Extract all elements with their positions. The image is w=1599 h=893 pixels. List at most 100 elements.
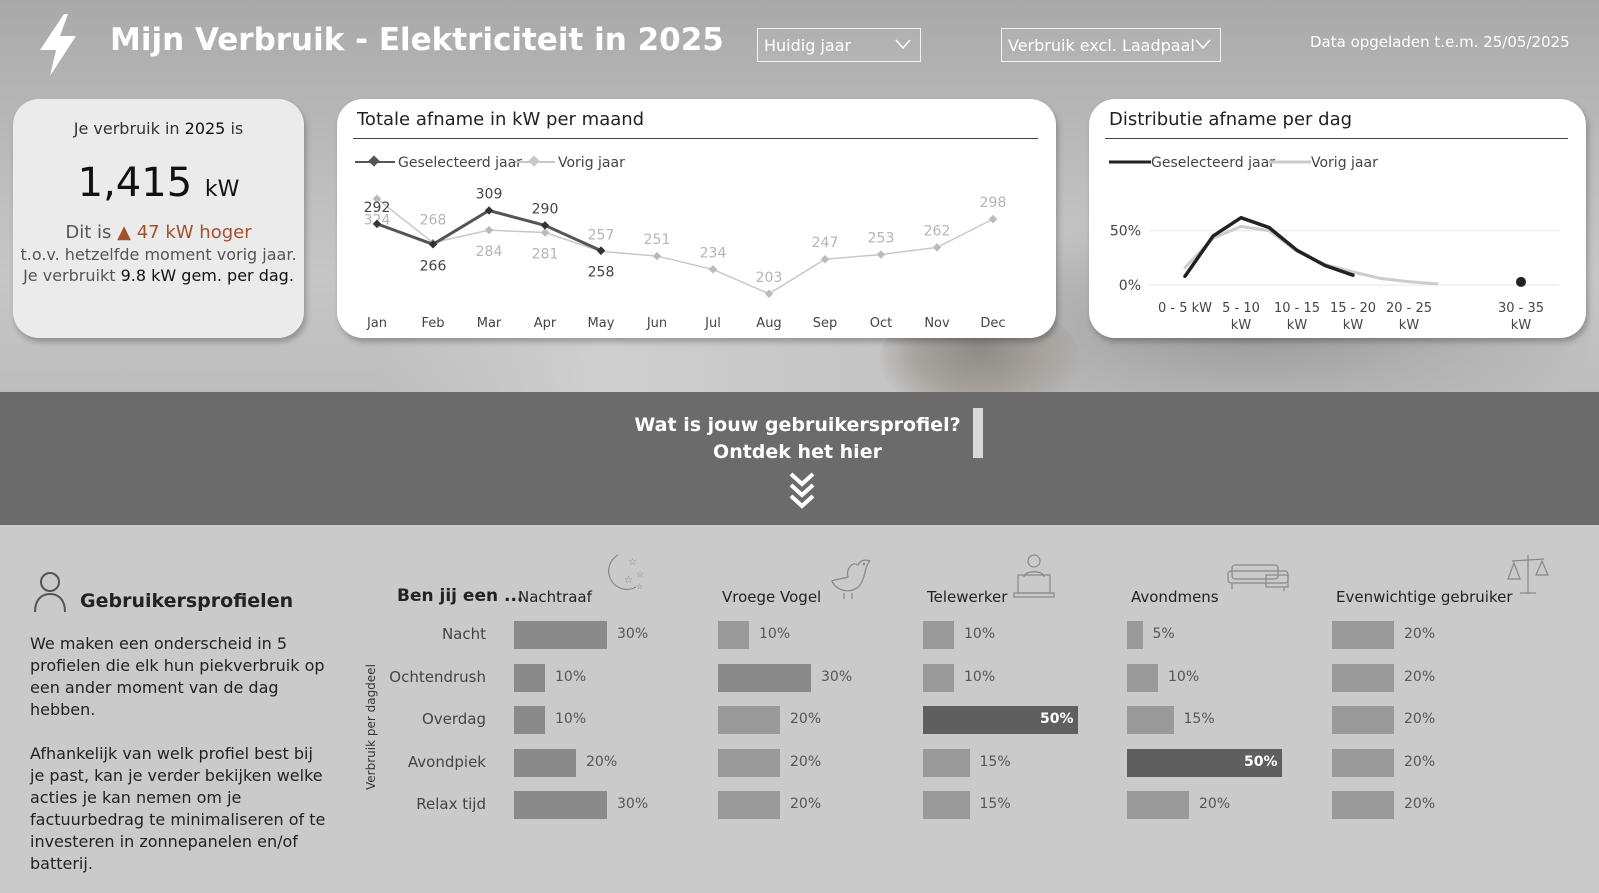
profile-bar[interactable]	[514, 749, 576, 777]
profile-bar[interactable]	[1332, 706, 1394, 734]
lightning-icon	[40, 14, 76, 76]
profile-bar[interactable]	[514, 791, 607, 819]
profile-bar[interactable]	[514, 706, 545, 734]
profile-bar[interactable]	[1127, 664, 1158, 692]
row-label: Avondpiek	[407, 753, 486, 771]
profile-bar[interactable]	[514, 664, 545, 692]
data-point	[764, 289, 774, 299]
profile-banner[interactable]: Wat is jouw gebruikersprofiel? Ontdek he…	[0, 392, 1599, 525]
profile-bar[interactable]	[1127, 749, 1282, 777]
profile-bar[interactable]	[1127, 791, 1189, 819]
kpi-year: 2025	[184, 119, 226, 138]
kpi-comparison-text: t.o.v. hetzelfde moment vorig jaar.	[20, 245, 297, 264]
kpi-delta-prefix: Dit is	[65, 222, 112, 243]
profile-bar[interactable]	[514, 621, 607, 649]
scale-icon	[1507, 555, 1549, 594]
profile-name[interactable]: Avondmens	[1131, 588, 1219, 606]
profile-bar[interactable]	[923, 791, 970, 819]
profile-bar[interactable]	[923, 706, 1078, 734]
consumption-dropdown-value: Verbruik excl. Laadpaal	[1008, 36, 1195, 55]
double-chevron-down-icon[interactable]	[787, 470, 817, 510]
data-point	[988, 214, 998, 224]
legend-marker	[368, 155, 380, 167]
kpi-number: 1,415	[77, 160, 193, 206]
profile-bar-label: 20%	[790, 754, 822, 770]
data-point	[1516, 276, 1526, 287]
x-tick-label: 15 - 20 kW	[1330, 301, 1376, 333]
banner-cta: Ontdek het hier	[713, 441, 882, 463]
consumption-dropdown[interactable]: Verbruik excl. Laadpaal	[1001, 28, 1221, 62]
data-label: 292	[364, 200, 391, 216]
profile-bar-label: 20%	[1404, 796, 1436, 812]
x-tick-label: 5 - 10 kW	[1222, 301, 1260, 333]
x-tick-label-line: 30 - 35	[1498, 301, 1544, 316]
y-tick-label: 50%	[1110, 224, 1141, 240]
profile-bar-label: 20%	[1404, 669, 1436, 685]
svg-text:☆: ☆	[628, 557, 637, 568]
profile-bar-label: 30%	[617, 796, 649, 812]
x-tick-label-line: 5 - 10	[1222, 301, 1260, 316]
data-loaded-text: Data opgeladen t.e.m. 25/05/2025	[1310, 33, 1570, 51]
profile-bar[interactable]	[1332, 749, 1394, 777]
x-tick-label-line: kW	[1343, 318, 1364, 333]
data-point	[820, 254, 830, 264]
profile-bar[interactable]	[1332, 791, 1394, 819]
legend-label: Geselecteerd jaar	[398, 155, 522, 171]
profile-bar[interactable]	[1127, 706, 1174, 734]
row-label: Overdag	[421, 710, 486, 728]
monthly-chart-title: Totale afname in kW per maand	[357, 109, 645, 130]
data-label: 258	[588, 265, 615, 281]
legend-label: Vorig jaar	[558, 155, 625, 171]
x-tick-label-line: kW	[1399, 318, 1420, 333]
profile-bar-label: 5%	[1152, 626, 1175, 642]
distribution-chart[interactable]: Geselecteerd jaar Vorig jaar 50% 0% 0 - 5 kW…	[1089, 99, 1586, 338]
profiles-description-1: We maken een onderscheid in 5 profielen …	[30, 634, 325, 719]
profile-bar[interactable]	[1332, 621, 1394, 649]
x-tick-label: 30 - 35 kW	[1498, 301, 1544, 333]
profile-bar-label: 10%	[555, 669, 587, 685]
x-tick-label: May	[588, 316, 615, 331]
profile-bar[interactable]	[1332, 664, 1394, 692]
data-label: 281	[532, 247, 559, 263]
profile-name[interactable]: Evenwichtige gebruiker	[1336, 588, 1513, 606]
profiles-title: Gebruikersprofielen	[80, 590, 294, 612]
bird-icon	[831, 559, 872, 599]
profile-bar[interactable]	[923, 621, 954, 649]
x-tick-label: 10 - 15 kW	[1274, 301, 1320, 333]
x-tick-label: Jun	[646, 316, 667, 331]
profile-bar-label: 10%	[964, 626, 996, 642]
legend-item: Vorig jaar	[515, 155, 625, 171]
banner-accent-bar	[973, 408, 983, 458]
profile-bar-label: 20%	[1404, 626, 1436, 642]
data-label: 284	[476, 244, 503, 260]
x-tick-label-line: 15 - 20	[1330, 301, 1376, 316]
profile-name[interactable]: Vroege Vogel	[722, 588, 822, 606]
profile-name[interactable]: Nachtraaf	[518, 588, 592, 606]
profile-bar[interactable]	[718, 706, 780, 734]
kpi-unit: kW	[204, 177, 240, 202]
period-dropdown[interactable]: Huidig jaar	[757, 28, 921, 62]
profile-bar[interactable]	[718, 621, 749, 649]
profile-bar-label: 20%	[1404, 754, 1436, 770]
profile-bar[interactable]	[923, 664, 954, 692]
kpi-average-prefix: Je verbruikt	[23, 266, 116, 285]
profile-bar[interactable]	[718, 664, 811, 692]
svg-text:☆: ☆	[636, 582, 643, 591]
banner-text: Wat is jouw gebruikersprofiel? Ontdek he…	[600, 412, 995, 466]
legend-item: Geselecteerd jaar	[355, 155, 522, 171]
kpi-intro: Je verbruik in 2025 is	[13, 119, 304, 138]
profile-bar[interactable]	[1127, 621, 1143, 649]
monthly-chart-card: Totale afname in kW per maand Geselectee…	[337, 99, 1056, 338]
data-point	[372, 194, 382, 203]
moon-stars-icon: ☆☆☆☆	[608, 554, 644, 591]
profile-name[interactable]: Telewerker	[927, 588, 1008, 606]
x-tick-label-line: 10 - 15	[1274, 301, 1320, 316]
profile-bar[interactable]	[923, 749, 970, 777]
x-tick-label: Jan	[366, 316, 387, 331]
profiles-question: Ben jij een ...	[397, 586, 524, 606]
laptop-user-icon	[1013, 554, 1055, 598]
profile-bar[interactable]	[718, 749, 780, 777]
divider	[1105, 138, 1568, 139]
profile-bar[interactable]	[718, 791, 780, 819]
